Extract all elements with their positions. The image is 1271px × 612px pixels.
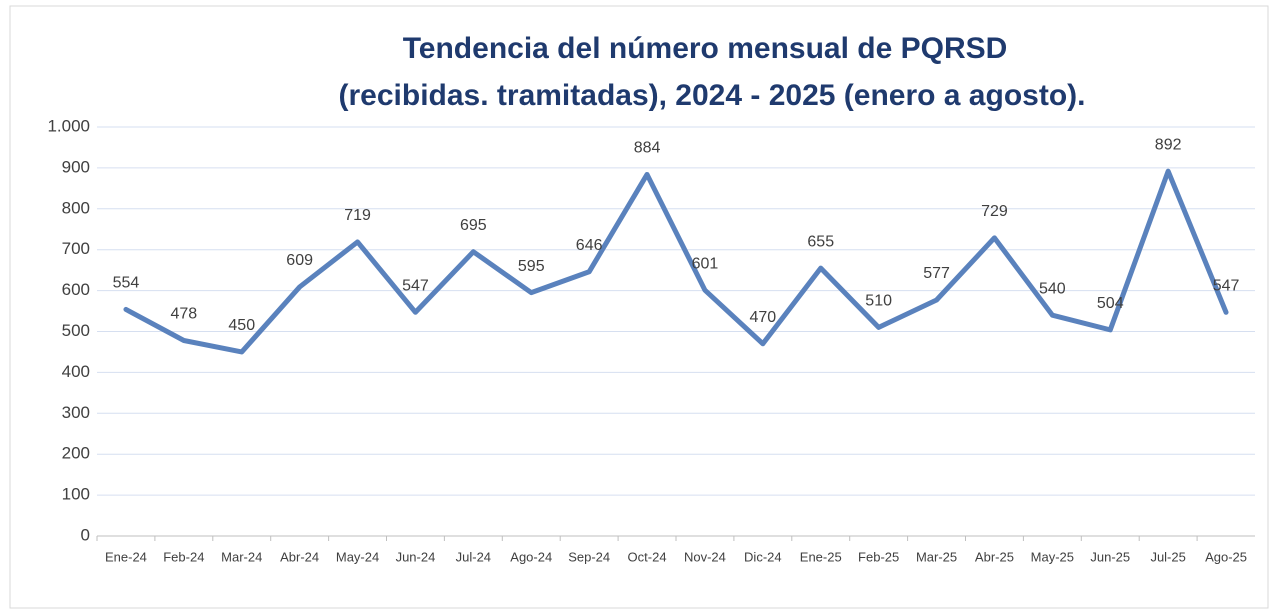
y-tick-label: 100 — [62, 485, 90, 504]
x-tick-label: Jul-25 — [1150, 549, 1185, 564]
x-tick-label: Jun-24 — [396, 549, 436, 564]
x-tick-label: Ago-25 — [1205, 549, 1247, 564]
data-label: 470 — [749, 309, 776, 326]
y-tick-label: 900 — [62, 157, 90, 176]
data-label: 577 — [923, 265, 950, 282]
data-label: 892 — [1155, 136, 1182, 153]
x-tick-label: Jul-24 — [456, 549, 491, 564]
chart-frame — [9, 5, 1269, 609]
data-label: 719 — [344, 207, 371, 224]
x-tick-label: May-25 — [1031, 549, 1074, 564]
x-tick-label: Ene-25 — [800, 549, 842, 564]
x-tick-label: Feb-25 — [858, 549, 899, 564]
x-tick-label: Feb-24 — [163, 549, 204, 564]
x-tick-label: Ene-24 — [105, 549, 147, 564]
x-tick-label: Mar-24 — [221, 549, 262, 564]
data-label: 601 — [692, 255, 719, 272]
data-label: 595 — [518, 258, 545, 275]
data-label: 547 — [402, 277, 429, 294]
x-tick-label: Ago-24 — [510, 549, 552, 564]
y-tick-label: 500 — [62, 321, 90, 340]
data-label: 478 — [170, 306, 197, 323]
y-tick-label: 0 — [81, 525, 90, 544]
chart-title: (recibidas. tramitadas), 2024 - 2025 (en… — [339, 79, 1086, 112]
data-label: 609 — [286, 252, 313, 269]
y-tick-label: 700 — [62, 239, 90, 258]
y-tick-label: 200 — [62, 444, 90, 463]
x-tick-label: Mar-25 — [916, 549, 957, 564]
x-tick-label: Dic-24 — [744, 549, 782, 564]
x-tick-label: Oct-24 — [628, 549, 667, 564]
x-tick-label: Sep-24 — [568, 549, 610, 564]
data-label: 510 — [865, 293, 892, 310]
x-tick-label: Abr-24 — [280, 549, 319, 564]
y-tick-label: 400 — [62, 362, 90, 381]
x-tick-label: Abr-25 — [975, 549, 1014, 564]
data-label: 655 — [807, 233, 834, 250]
data-label: 646 — [576, 237, 603, 254]
y-tick-label: 300 — [62, 403, 90, 422]
data-label: 547 — [1213, 277, 1240, 294]
x-tick-label: Jun-25 — [1090, 549, 1130, 564]
x-tick-label: May-24 — [336, 549, 379, 564]
data-label: 450 — [228, 317, 255, 334]
line — [123, 168, 1229, 355]
data-label: 729 — [981, 203, 1008, 220]
y-tick-label: 1.000 — [47, 116, 90, 135]
data-label: 554 — [113, 275, 140, 292]
y-tick-label: 600 — [62, 280, 90, 299]
data-label: 540 — [1039, 280, 1066, 297]
data-label: 504 — [1097, 295, 1124, 312]
chart-title: Tendencia del número mensual de PQRSD — [403, 32, 1008, 65]
x-tick-label: Nov-24 — [684, 549, 726, 564]
y-tick-label: 800 — [62, 198, 90, 217]
data-label: 884 — [634, 140, 661, 157]
data-label: 695 — [460, 217, 487, 234]
